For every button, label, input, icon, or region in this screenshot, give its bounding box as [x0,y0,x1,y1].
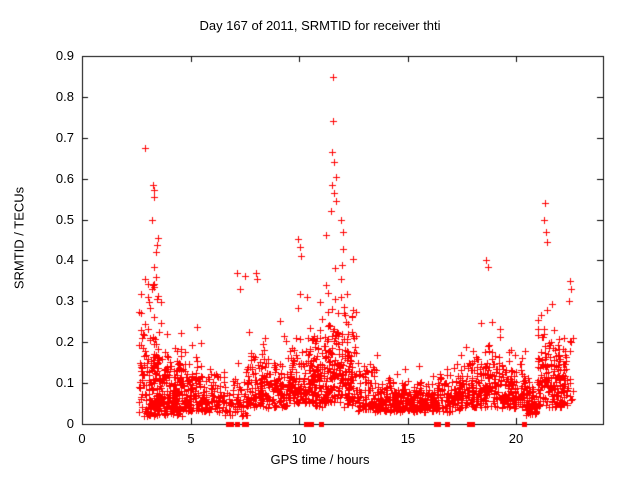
y-tick-label: 0.9 [55,48,74,63]
y-tick-label: 0.8 [55,89,74,104]
y-tick-label: 0.1 [55,375,74,390]
y-tick-label: 0.2 [55,334,74,349]
y-tick-label: 0.5 [55,212,74,227]
y-tick-label: 0.3 [55,293,74,308]
x-tick-label: 10 [291,431,307,446]
x-tick-label: 20 [508,431,524,446]
x-axis-label: GPS time / hours [270,452,370,467]
x-tick-label: 15 [400,431,416,446]
y-tick-label: 0 [66,416,74,431]
y-tick-label: 0.6 [55,171,74,186]
x-tick-label: 5 [187,431,195,446]
x-tick-label: 0 [78,431,86,446]
y-tick-label: 0.4 [55,252,74,267]
y-tick-label: 0.7 [55,130,74,145]
y-axis-label: SRMTID / TECUs [11,186,27,290]
chart-title: Day 167 of 2011, SRMTID for receiver tht… [199,18,441,33]
